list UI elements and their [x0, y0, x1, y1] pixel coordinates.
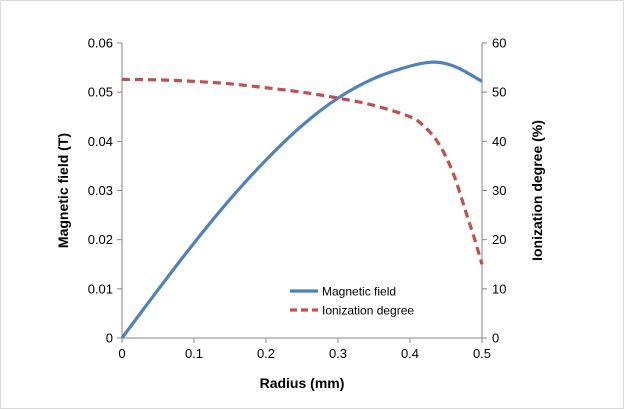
left-y-tick-label: 0.01 — [88, 281, 113, 296]
legend-label-ionization-degree: Ionization degree — [322, 304, 414, 318]
right-y-tick-label: 0 — [492, 331, 499, 346]
x-axis-title: Radius (mm) — [260, 375, 345, 391]
x-tick-label: 0.5 — [473, 346, 491, 361]
left-y-tick-label: 0 — [106, 331, 113, 346]
x-tick-label: 0.1 — [185, 346, 203, 361]
x-tick-label: 0.2 — [257, 346, 275, 361]
x-tick-label: 0.3 — [329, 346, 347, 361]
x-tick-label: 0.4 — [401, 346, 419, 361]
left-y-axis-title: Magnetic field (T) — [55, 133, 71, 248]
tick-marks — [117, 42, 487, 343]
left-y-tick-label: 0.05 — [88, 85, 113, 100]
right-y-tick-label: 20 — [492, 232, 506, 247]
legend: Magnetic field Ionization degree — [290, 285, 414, 318]
series-lines — [120, 60, 484, 339]
right-y-tick-label: 30 — [492, 183, 506, 198]
left-y-tick-label: 0.02 — [88, 232, 113, 247]
legend-label-magnetic-field: Magnetic field — [322, 285, 396, 299]
series-line-ionization-degree — [121, 77, 484, 265]
left-y-tick-label: 0.03 — [88, 183, 113, 198]
left-y-tick-label: 0.06 — [88, 36, 113, 51]
right-y-tick-label: 10 — [492, 281, 506, 296]
series-line-magnetic-field — [120, 60, 483, 339]
right-y-tick-label: 50 — [492, 85, 506, 100]
x-tick-label: 0 — [118, 346, 125, 361]
right-y-axis-title: Ionization degree (%) — [529, 120, 545, 261]
axes — [121, 43, 483, 339]
left-y-tick-label: 0.04 — [88, 134, 113, 149]
right-y-tick-label: 40 — [492, 134, 506, 149]
right-y-tick-label: 60 — [492, 36, 506, 51]
